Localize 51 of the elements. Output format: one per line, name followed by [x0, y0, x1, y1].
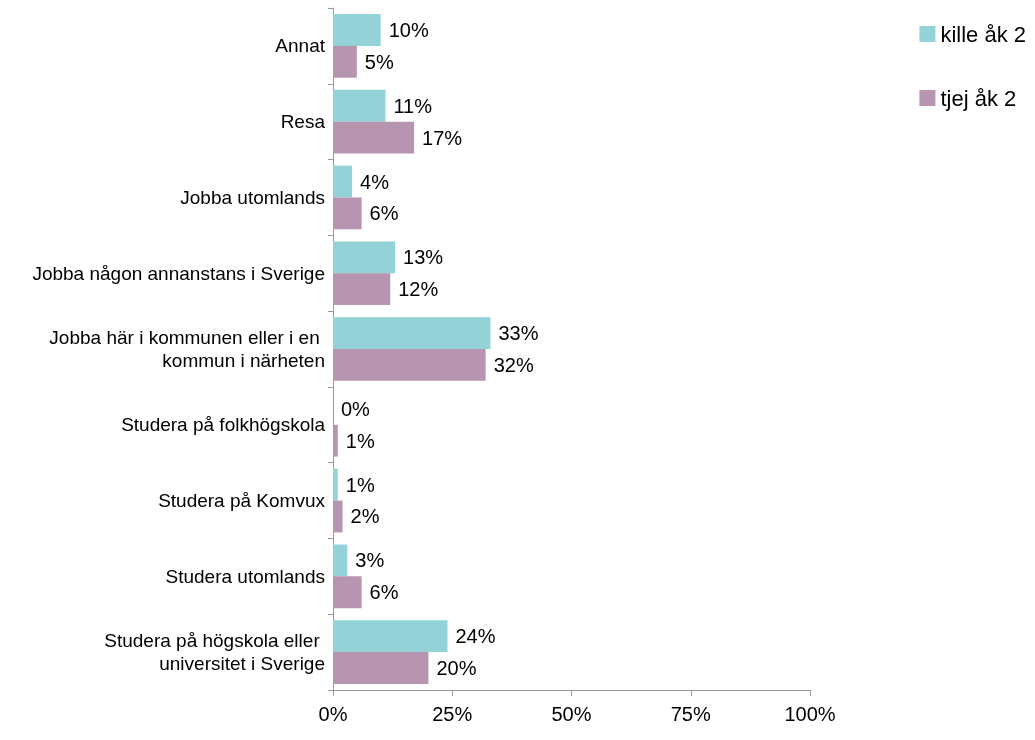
data-label: 1%	[345, 473, 375, 496]
y-tick-label: Studera utomlands	[165, 565, 325, 587]
bar	[333, 652, 429, 684]
data-label: 12%	[398, 278, 439, 301]
data-label: 24%	[455, 625, 496, 648]
y-tick-label: Studera på högskola eller universitet i Sverige	[104, 630, 325, 675]
data-label: 17%	[422, 126, 463, 149]
y-tick-label: Jobba utomlands	[180, 186, 325, 208]
data-label: 13%	[403, 246, 444, 269]
data-label: 6%	[369, 581, 399, 604]
bar	[333, 14, 381, 46]
data-label: 4%	[360, 170, 390, 193]
legend-label: kille åk 2	[940, 21, 1026, 47]
y-tick-label: Resa	[280, 111, 326, 133]
x-tick-label: 100%	[784, 703, 836, 725]
data-label: 10%	[388, 18, 429, 41]
bar	[333, 197, 362, 230]
x-tick-label: 0%	[318, 703, 348, 725]
bar	[333, 241, 396, 274]
y-tick-label: Jobba någon annanstans i Sverige	[32, 262, 325, 284]
x-tick-label: 75%	[670, 703, 711, 725]
data-label: 1%	[345, 429, 375, 452]
data-label: 2%	[350, 505, 380, 528]
bar	[333, 45, 357, 78]
bar	[333, 165, 353, 198]
bar	[333, 349, 486, 381]
x-tick-label: 25%	[432, 703, 473, 725]
data-label: 11%	[393, 94, 433, 117]
bar	[333, 620, 448, 653]
x-tick-label: 50%	[551, 703, 592, 725]
bar	[333, 500, 343, 533]
bar	[333, 317, 491, 349]
data-label: 3%	[355, 549, 385, 572]
data-label: 5%	[364, 50, 394, 73]
y-tick-label: Annat	[275, 35, 326, 57]
bar	[333, 121, 415, 154]
data-label: 6%	[369, 202, 399, 225]
bar	[333, 468, 338, 501]
data-label: 33%	[498, 322, 539, 345]
bar	[333, 544, 348, 577]
data-label: 0%	[341, 397, 371, 420]
bar	[333, 273, 391, 306]
data-label: 32%	[493, 353, 534, 376]
bar	[333, 89, 386, 122]
bar	[333, 424, 338, 457]
y-tick-label: Jobba här i kommunen eller i en kommun i närheten	[49, 327, 325, 371]
y-tick-label: Studera på folkhögskola	[121, 414, 326, 436]
data-label: 20%	[436, 657, 477, 680]
bar	[333, 576, 362, 609]
y-tick-label: Studera på Komvux	[158, 490, 326, 512]
legend-label: tjej åk 2	[940, 85, 1017, 111]
